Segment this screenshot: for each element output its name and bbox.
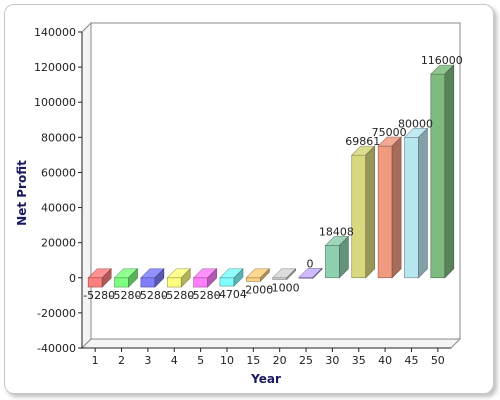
x-tick-label: 45 <box>404 354 418 367</box>
bar-front <box>377 145 393 279</box>
y-tick-label: 0 <box>69 272 76 285</box>
bar <box>192 268 218 288</box>
data-labels: -5280-5280-5280-5280-5280-4704-2000-1000… <box>83 54 463 302</box>
bar <box>166 268 191 288</box>
bar-front <box>404 137 419 279</box>
bars <box>87 64 455 288</box>
x-tick-label: 2 <box>118 354 125 367</box>
bar-front <box>193 277 208 288</box>
y-tick-label: 80000 <box>41 131 76 144</box>
bar-front <box>430 73 446 279</box>
bar-side <box>101 268 112 288</box>
y-tick-label: 60000 <box>41 166 76 179</box>
data-label: 18408 <box>319 225 354 238</box>
bar <box>351 145 376 279</box>
bar-front <box>219 277 235 287</box>
bar-side <box>444 64 455 279</box>
bar <box>403 127 429 279</box>
plot-floor <box>80 338 462 349</box>
bar <box>324 235 350 279</box>
x-axis-title: Year <box>250 372 281 386</box>
bar <box>298 267 323 280</box>
x-tick-label: 4 <box>171 354 178 367</box>
y-tick-label: 120000 <box>34 61 76 74</box>
bar-side <box>180 268 191 288</box>
bar-side <box>391 136 402 279</box>
y-tick-label: -40000 <box>37 342 76 355</box>
bar-front <box>114 277 129 288</box>
bar-front <box>140 277 156 288</box>
data-label: -5280 <box>162 289 194 302</box>
bar-front <box>87 277 103 288</box>
bar-side <box>260 268 270 283</box>
bar <box>271 268 297 281</box>
x-tick-label: 20 <box>273 354 287 367</box>
bar <box>87 268 112 288</box>
data-label: -5280 <box>83 289 115 302</box>
bar-side <box>339 235 349 279</box>
bar-side <box>312 267 323 280</box>
bar-side <box>286 268 296 281</box>
data-label: 80000 <box>398 117 433 130</box>
y-tick-label: -20000 <box>37 307 76 320</box>
x-tick-label: 35 <box>352 354 366 367</box>
x-tick-label: 5 <box>197 354 204 367</box>
y-tick-label: 40000 <box>41 202 76 215</box>
data-label: -4704 <box>215 288 247 301</box>
x-tick-label: 30 <box>325 354 339 367</box>
y-axis-title: Net Profit <box>15 160 29 226</box>
bar <box>219 268 244 287</box>
y-tick-label: 140000 <box>34 26 76 39</box>
x-tick-label: 10 <box>220 354 234 367</box>
bar <box>430 64 455 279</box>
bar <box>113 268 139 288</box>
bar-side <box>154 268 165 288</box>
x-tick-label: 40 <box>378 354 392 367</box>
bar-side <box>207 268 217 288</box>
bar-front <box>166 277 182 288</box>
bar-side <box>418 127 428 279</box>
bar-front <box>351 154 367 279</box>
data-label: -5280 <box>110 289 142 302</box>
x-tick-label: 15 <box>246 354 260 367</box>
bar <box>245 268 271 283</box>
x-tick-label: 50 <box>431 354 445 367</box>
y-tick-label: 20000 <box>41 237 76 250</box>
bar <box>377 136 402 279</box>
data-label: -5280 <box>189 289 221 302</box>
x-tick-label: 3 <box>144 354 151 367</box>
bar-side <box>128 268 138 288</box>
data-label: 0 <box>307 257 314 270</box>
x-tick-label: 25 <box>299 354 313 367</box>
data-label: 69861 <box>345 135 380 148</box>
bar-side <box>365 145 376 279</box>
x-tick-label: 1 <box>92 354 99 367</box>
data-label: -5280 <box>136 289 168 302</box>
y-tick-label: 100000 <box>34 96 76 109</box>
data-label: -2000 <box>241 283 273 296</box>
y-axis: -40000 -20000 0 20000 40000 60000 80000 100000 1… <box>34 26 82 355</box>
bar-front <box>246 277 261 282</box>
data-label: 75000 <box>372 126 407 139</box>
bar-front <box>325 245 340 279</box>
data-label: 116000 <box>421 54 463 67</box>
bar-side <box>233 268 244 287</box>
bar <box>140 268 165 288</box>
data-label: -1000 <box>268 282 300 295</box>
x-axis: 1 2 3 4 5 10 15 20 25 30 35 40 45 50 <box>92 348 445 367</box>
